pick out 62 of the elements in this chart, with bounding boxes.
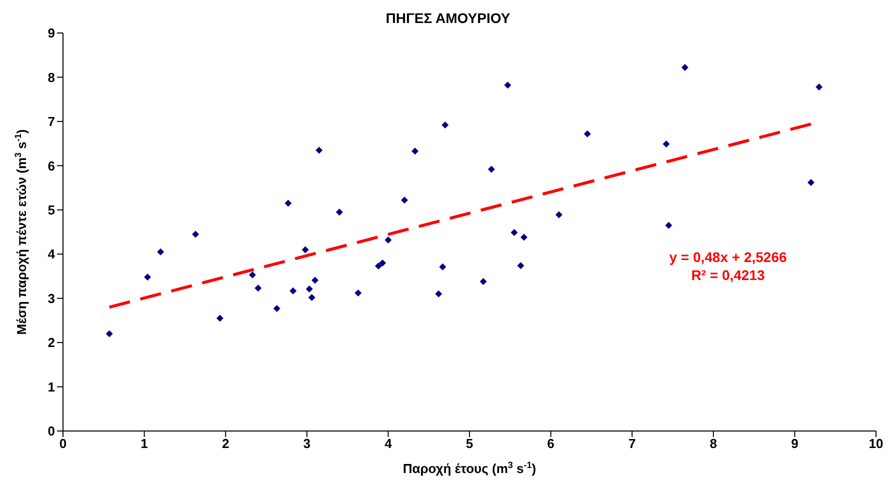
y-tick-label: 2 (48, 335, 55, 350)
point (435, 290, 442, 298)
point (312, 276, 319, 284)
x-tick-label: 6 (547, 436, 554, 452)
point (400, 196, 408, 204)
point (555, 211, 562, 218)
x-tick-label: 0 (59, 436, 67, 452)
x-axis-title: Παροχή έτους (m$^{3}$ s$^{-1}$) (402, 460, 536, 476)
point (504, 82, 512, 89)
x-tick-label: 3 (303, 436, 311, 452)
point (157, 248, 164, 256)
x-tick-label: 9 (791, 436, 798, 452)
point (665, 222, 672, 229)
point (306, 286, 313, 293)
point (584, 130, 591, 138)
point (216, 314, 224, 322)
y-tick-label: 5 (48, 202, 55, 218)
point (336, 208, 343, 216)
y-tick-label: 1 (48, 379, 55, 394)
point (488, 166, 495, 173)
x-tick-label: 5 (466, 436, 474, 452)
x-tick-label: 8 (710, 436, 718, 452)
x-tick-label: 10 (868, 436, 884, 452)
x-tick-label: 7 (628, 436, 636, 452)
point (510, 228, 518, 236)
point (662, 140, 670, 148)
point (273, 305, 280, 312)
point (316, 146, 323, 154)
y-tick-label: 8 (48, 70, 55, 85)
equation-text: y = 0,48x + 2,5266 R² = 0,4213 (668, 248, 788, 284)
point (681, 64, 688, 71)
point (354, 290, 362, 297)
y-tick-label: 3 (48, 290, 55, 306)
point (302, 246, 309, 254)
point (480, 278, 487, 286)
point (439, 263, 446, 270)
point (517, 262, 524, 270)
y-tick-label: 6 (48, 158, 55, 174)
point (290, 287, 297, 294)
y-tick-label: 0 (48, 424, 55, 439)
point (308, 294, 316, 301)
x-tick-label: 2 (222, 436, 230, 452)
x-tick-label: 4 (384, 436, 393, 452)
point (106, 330, 113, 338)
point (379, 259, 386, 266)
point (254, 284, 262, 292)
chart-title: ΠΗΓΕΣ ΑΜΟΥΡΙΟΥ (384, 10, 512, 26)
x-tick-label: 1 (140, 436, 148, 452)
point (807, 178, 814, 186)
y-tick-label: 7 (48, 114, 55, 130)
point (284, 200, 292, 207)
point (412, 148, 419, 155)
point (816, 83, 823, 90)
point (374, 262, 382, 270)
y-tick-label: 9 (48, 26, 55, 41)
point (442, 121, 449, 128)
point (192, 230, 200, 238)
point (248, 271, 256, 278)
y-tick-label: 4 (48, 246, 56, 262)
point (384, 236, 392, 244)
point (520, 234, 528, 241)
point (144, 274, 152, 281)
